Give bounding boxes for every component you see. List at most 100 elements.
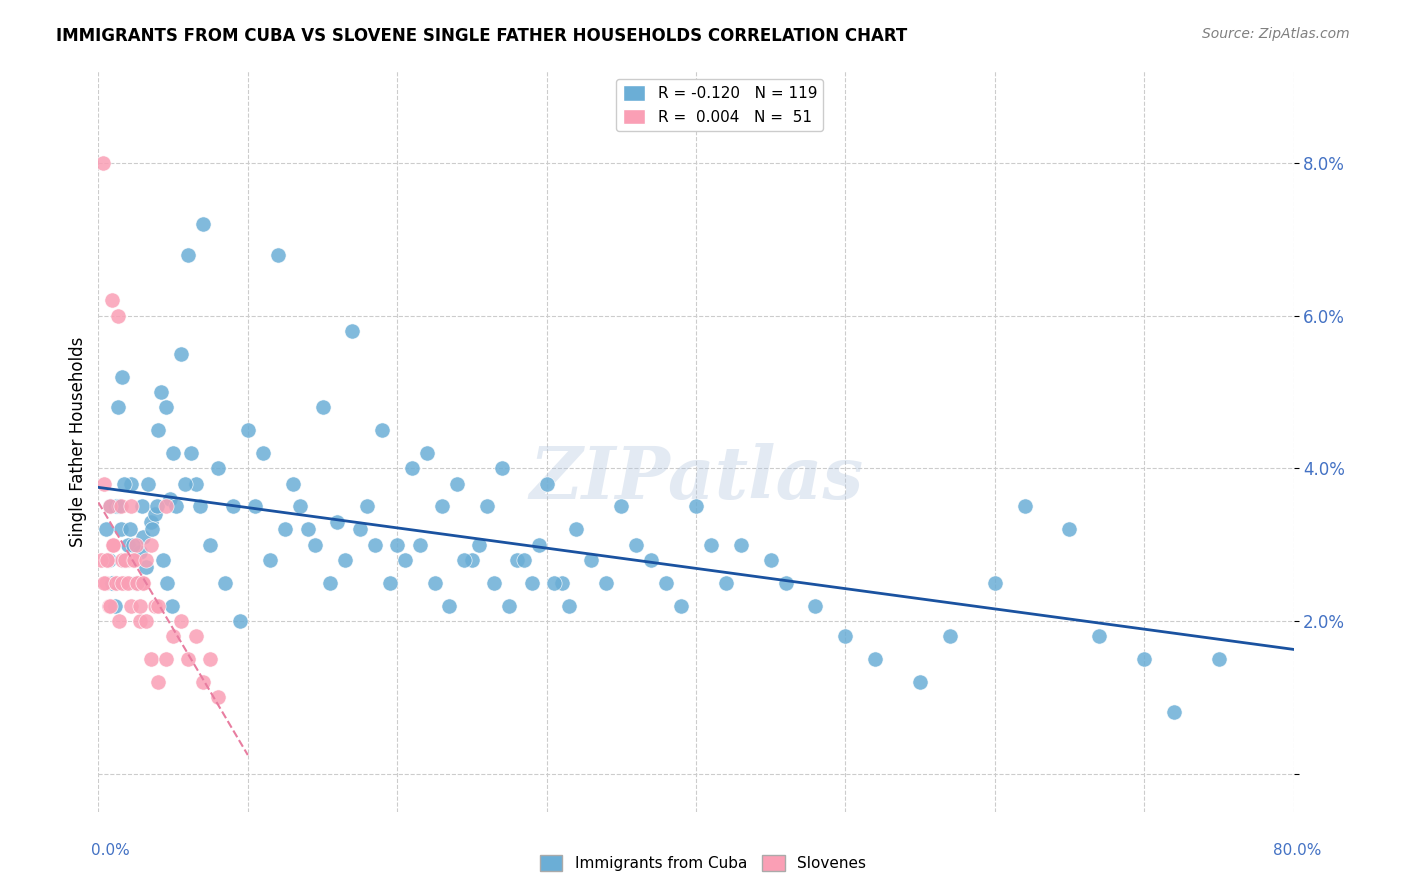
Point [135,560,157,574]
Point [513,553,536,567]
Point [527,538,550,552]
Point [105,500,128,514]
Point [132,530,155,544]
Point [326,515,349,529]
Point [281,476,304,491]
Point [139,538,162,552]
Point [103,538,125,552]
Point [169,614,191,628]
Point [640,553,662,567]
Point [430,500,453,514]
Point [107,309,129,323]
Point [148,423,170,437]
Point [394,553,416,567]
Point [342,324,364,338]
Point [461,553,484,567]
Point [401,461,423,475]
Point [274,522,297,536]
Point [1059,522,1081,536]
Point [127,575,149,590]
Point [135,614,157,628]
Point [908,675,931,690]
Point [468,538,491,552]
Point [207,461,229,475]
Point [97,553,120,567]
Point [446,476,468,491]
Point [1163,706,1185,720]
Point [236,423,259,437]
Point [297,522,319,536]
Point [439,599,461,613]
Point [129,614,152,628]
Point [160,599,183,613]
Point [984,575,1007,590]
Point [129,599,152,613]
Point [150,384,173,399]
Point [595,575,617,590]
Point [135,553,157,567]
Point [378,575,401,590]
Point [121,553,143,567]
Point [714,575,737,590]
Point [252,446,274,460]
Point [177,652,200,666]
Point [125,575,148,590]
Point [118,522,141,536]
Point [104,599,127,613]
Point [506,553,529,567]
Point [132,575,155,590]
Point [94,575,117,590]
Point [304,538,326,552]
Y-axis label: Single Father Households: Single Father Households [69,336,87,547]
Point [1088,629,1111,643]
Point [90,553,112,567]
Point [188,500,211,514]
Point [155,500,177,514]
Point [865,652,887,666]
Point [759,553,782,567]
Point [108,614,131,628]
Point [94,522,117,536]
Point [155,652,177,666]
Point [267,247,290,261]
Point [97,599,120,613]
Point [110,522,132,536]
Point [207,690,229,705]
Point [114,553,136,567]
Point [655,575,678,590]
Point [110,500,132,514]
Point [111,575,134,590]
Point [98,500,122,514]
Point [98,500,122,514]
Point [131,500,153,514]
Point [581,553,603,567]
Point [105,575,128,590]
Point [245,500,267,514]
Point [536,476,558,491]
Point [91,156,114,170]
Point [127,575,149,590]
Point [165,500,187,514]
Point [319,575,342,590]
Point [610,500,633,514]
Point [730,538,752,552]
Point [311,400,333,414]
Point [121,538,143,552]
Text: IMMIGRANTS FROM CUBA VS SLOVENE SINGLE FATHER HOUSEHOLDS CORRELATION CHART: IMMIGRANTS FROM CUBA VS SLOVENE SINGLE F… [56,27,907,45]
Point [124,553,146,567]
Point [159,491,181,506]
Point [229,614,252,628]
Point [200,538,222,552]
Point [200,652,222,666]
Point [214,575,236,590]
Point [191,217,214,231]
Point [491,461,513,475]
Point [101,575,124,590]
Point [558,599,581,613]
Point [939,629,962,643]
Point [385,538,409,552]
Point [120,476,142,491]
Point [1208,652,1230,666]
Point [103,575,125,590]
Point [288,500,311,514]
